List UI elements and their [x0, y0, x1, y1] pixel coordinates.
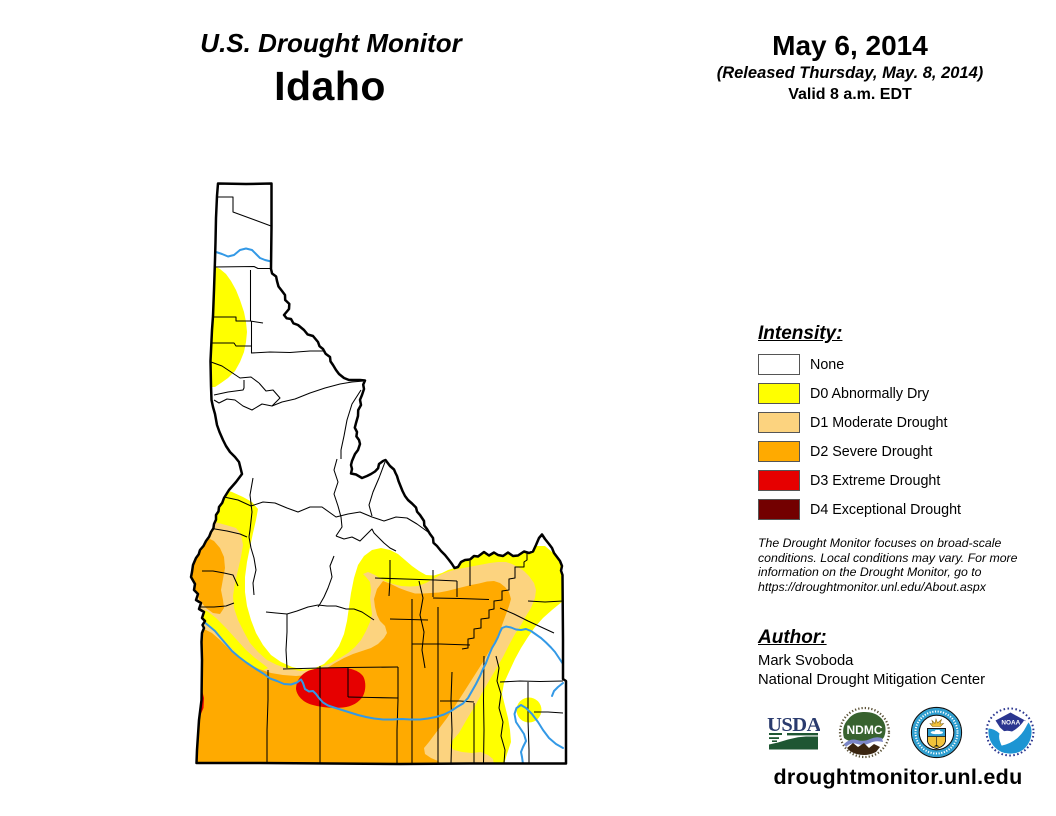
svg-text:NOAA: NOAA: [1001, 720, 1020, 727]
svg-text:NDMC: NDMC: [847, 723, 883, 737]
svg-text:USDA: USDA: [767, 714, 820, 736]
